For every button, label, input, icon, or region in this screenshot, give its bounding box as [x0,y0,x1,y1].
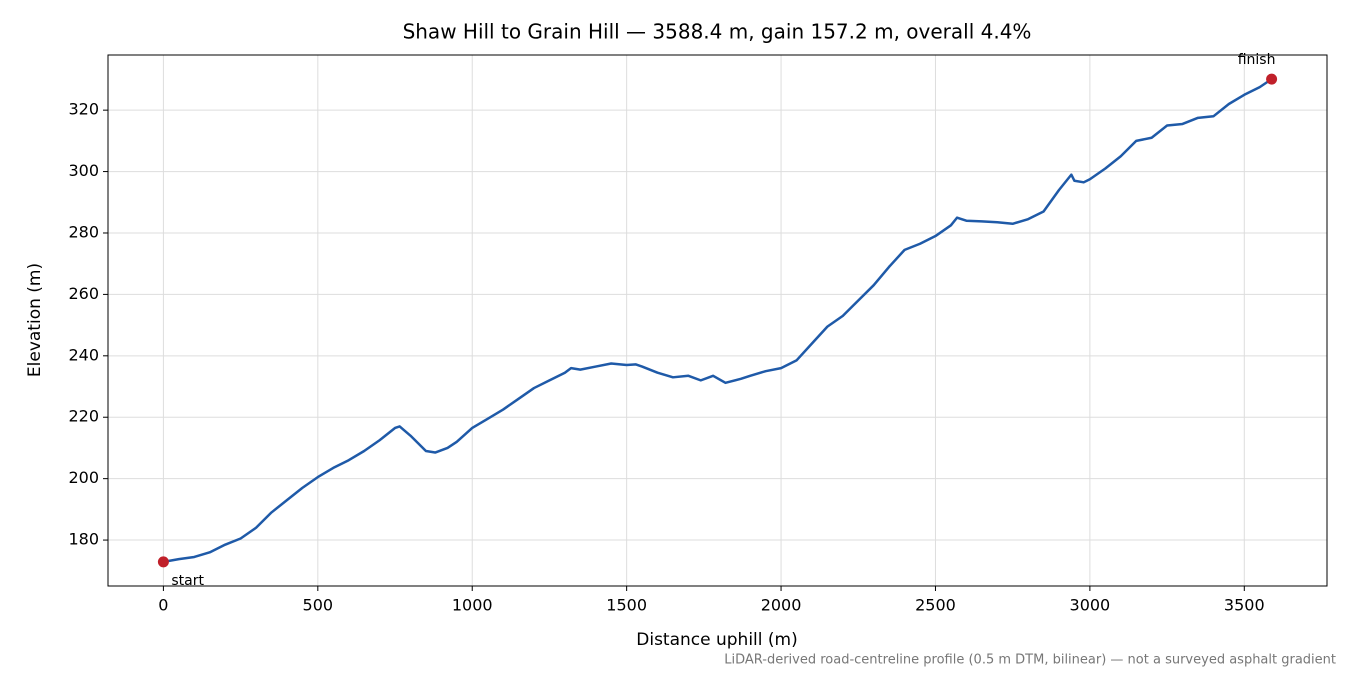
plot-frame [107,54,1328,587]
x-tick-label: 1000 [452,596,493,615]
endpoint-marker [157,556,169,568]
y-tick-label: 280 [68,222,99,241]
y-tick-label: 240 [68,345,99,364]
chart-title: Shaw Hill to Grain Hill — 3588.4 m, gain… [403,20,1032,44]
y-tick-label: 200 [68,468,99,487]
x-tick-label: 2000 [761,596,802,615]
x-axis-label: Distance uphill (m) [636,630,797,650]
y-tick-label: 300 [68,161,99,180]
y-tick-label: 260 [68,284,99,303]
y-tick-label: 220 [68,407,99,426]
y-axis-label: Elevation (m) [25,263,45,377]
elevation-line [163,78,1273,564]
x-tick-label: 3000 [1070,596,1111,615]
x-tick-label: 1500 [606,596,647,615]
endpoint-marker [1266,73,1278,85]
y-tick-label: 180 [68,530,99,549]
endpoint-label: start [171,573,204,589]
endpoint-label: finish [1238,52,1276,68]
footnote: LiDAR-derived road-centreline profile (0… [724,653,1336,668]
x-tick-label: 2500 [915,596,956,615]
y-tick-label: 320 [68,100,99,119]
x-tick-label: 3500 [1224,596,1265,615]
x-tick-label: 500 [303,596,334,615]
x-tick-label: 0 [158,596,168,615]
